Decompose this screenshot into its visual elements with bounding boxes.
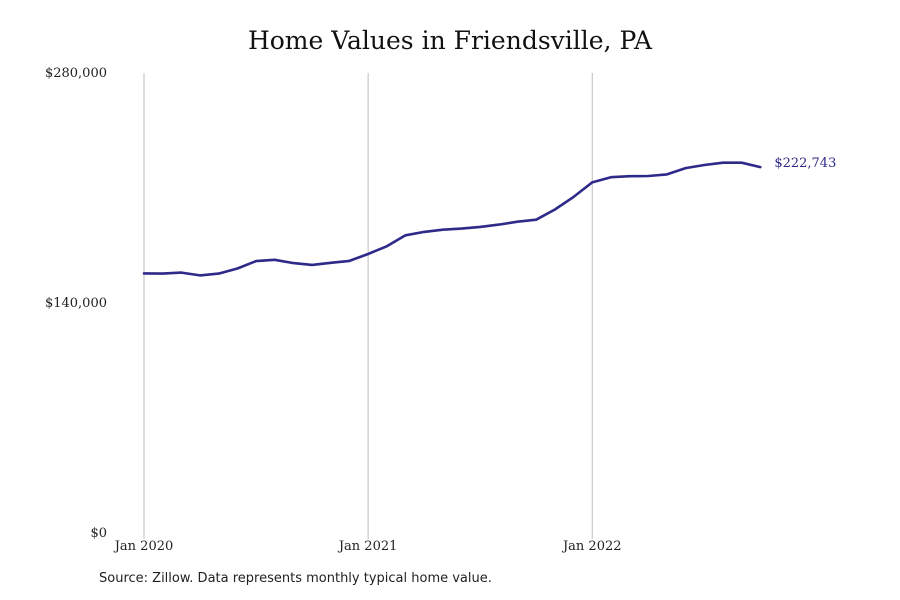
source-note: Source: Zillow. Data represents monthly … (99, 571, 492, 586)
x-axis-ticks: Jan 2020 Jan 2021 Jan 2022 (113, 539, 622, 554)
y-tick-label: $0 (90, 526, 107, 541)
x-tick-label: Jan 2020 (113, 539, 174, 554)
y-axis-ticks: $0 $140,000 $280,000 (45, 66, 107, 541)
series-layer: $222,743 (142, 156, 836, 277)
gridlines (143, 73, 593, 539)
y-tick-label: $280,000 (45, 66, 107, 81)
chart-title: Home Values in Friendsville, PA (247, 26, 653, 55)
x-tick-label: Jan 2022 (561, 539, 622, 554)
end-value-label: $222,743 (774, 156, 836, 171)
series-line (142, 161, 762, 277)
x-tick-label: Jan 2021 (337, 539, 398, 554)
y-tick-label: $140,000 (45, 296, 107, 311)
